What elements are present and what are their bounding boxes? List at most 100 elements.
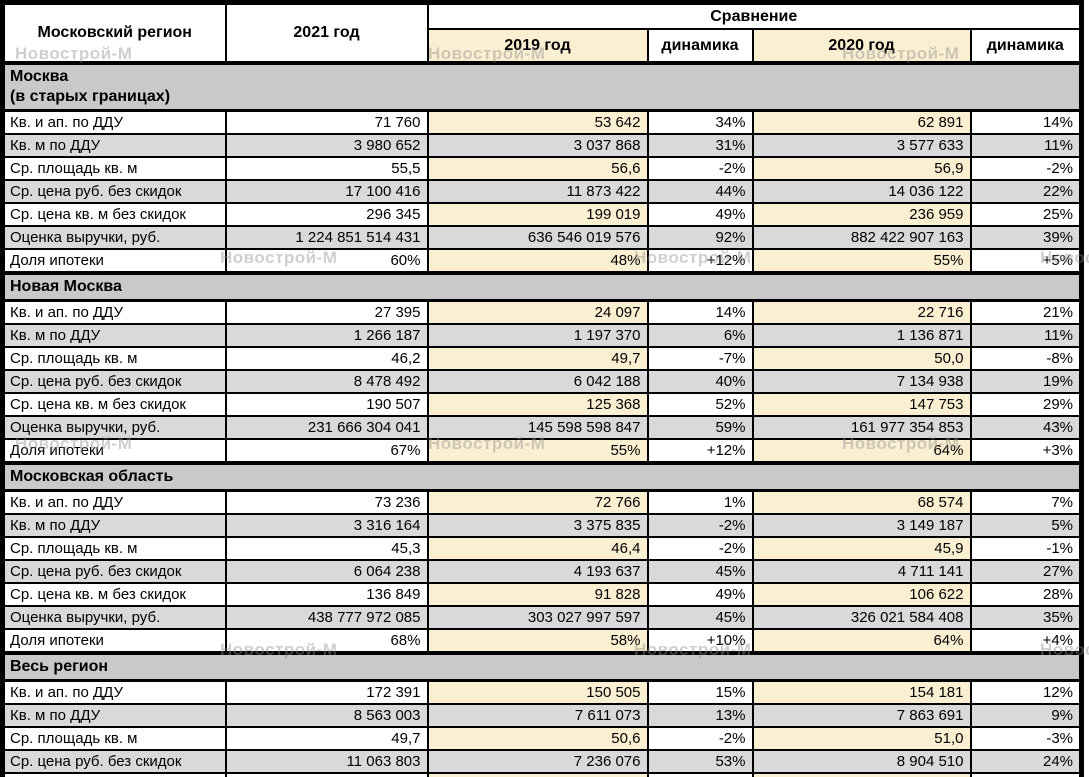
dynamics-2020: 43% <box>969 415 1083 440</box>
metric-label: Кв. и ап. по ДДУ <box>1 299 227 325</box>
dynamics-2019: -7% <box>646 346 754 371</box>
dynamics-2020: 28% <box>969 772 1083 777</box>
data-row: Кв. и ап. по ДДУ 73 236 72 766 1% 68 574 7% <box>1 489 1083 515</box>
metric-label: Доля ипотеки <box>1 438 227 464</box>
value-2019: 46,4 <box>426 536 649 561</box>
dynamics-2020: -3% <box>969 726 1083 751</box>
dynamics-2020: 29% <box>969 392 1083 417</box>
data-row: Кв. и ап. по ДДУ 71 760 53 642 34% 62 891 14% <box>1 109 1083 135</box>
dynamics-2019: 1% <box>646 489 754 515</box>
data-row: Ср. площадь кв. м 45,3 46,4 -2% 45,9 -1% <box>1 536 1083 561</box>
value-2020: 154 181 <box>751 679 972 705</box>
data-row: Доля ипотеки 68% 58% +10% 64% +4% <box>1 628 1083 654</box>
section-title: Новая Москва <box>1 271 1083 302</box>
value-2020: 8 904 510 <box>751 749 972 774</box>
value-2020: 326 021 584 408 <box>751 605 972 630</box>
value-2021: 6 064 238 <box>224 559 429 584</box>
dynamics-2020: -1% <box>969 536 1083 561</box>
value-2021: 172 391 <box>224 679 429 705</box>
dynamics-2019: 34% <box>646 109 754 135</box>
value-2019: 6 042 188 <box>426 369 649 394</box>
dynamics-2019: +10% <box>646 628 754 654</box>
value-2019: 7 611 073 <box>426 703 649 728</box>
value-2021: 296 345 <box>224 202 429 227</box>
header-2019: 2019 год <box>426 28 649 65</box>
metric-label: Кв. и ап. по ДДУ <box>1 679 227 705</box>
dynamics-2020: +4% <box>969 628 1083 654</box>
data-row: Оценка выручки, руб. 231 666 304 041 145 5… <box>1 415 1083 440</box>
value-2021: 438 777 972 085 <box>224 605 429 630</box>
data-row: Ср. цена кв. м без скидок 136 849 91 828 49… <box>1 582 1083 607</box>
dynamics-2019: 40% <box>646 369 754 394</box>
dynamics-2020: 11% <box>969 133 1083 158</box>
value-2019: 72 766 <box>426 489 649 515</box>
metric-label: Оценка выручки, руб. <box>1 415 227 440</box>
dynamics-2020: 19% <box>969 369 1083 394</box>
metric-label: Оценка выручки, руб. <box>1 605 227 630</box>
dynamics-2019: 15% <box>646 679 754 705</box>
value-2020: 882 422 907 163 <box>751 225 972 250</box>
dynamics-2019: 56% <box>646 772 754 777</box>
header-dynamics-2020: динамика <box>969 28 1083 65</box>
data-row: Кв. м по ДДУ 3 316 164 3 375 835 -2% 3 149 1… <box>1 513 1083 538</box>
value-2021: 67% <box>224 438 429 464</box>
value-2020: 64% <box>751 628 972 654</box>
dynamics-2020: 5% <box>969 513 1083 538</box>
value-2019: 55% <box>426 438 649 464</box>
value-2019: 199 019 <box>426 202 649 227</box>
value-2020: 62 891 <box>751 109 972 135</box>
metric-label: Кв. м по ДДУ <box>1 133 227 158</box>
dynamics-2020: -8% <box>969 346 1083 371</box>
value-2021: 3 316 164 <box>224 513 429 538</box>
value-2019: 24 097 <box>426 299 649 325</box>
value-2020: 165 847 <box>751 772 972 777</box>
value-2019: 3 375 835 <box>426 513 649 538</box>
data-row: Кв. м по ДДУ 1 266 187 1 197 370 6% 1 136 87… <box>1 323 1083 348</box>
metric-label: Кв. и ап. по ДДУ <box>1 109 227 135</box>
section-header-row: Весь регион <box>1 651 1083 682</box>
dynamics-2019: 49% <box>646 582 754 607</box>
header-dynamics-2019: динамика <box>646 28 754 65</box>
value-2019: 303 027 997 597 <box>426 605 649 630</box>
value-2020: 64% <box>751 438 972 464</box>
data-row: Ср. цена руб. без скидок 17 100 416 11 873… <box>1 179 1083 204</box>
value-2019: 48% <box>426 248 649 274</box>
value-2021: 1 266 187 <box>224 323 429 348</box>
data-row: Ср. цена кв. м без скидок211 768135 4025… <box>1 772 1083 777</box>
dynamics-2019: 52% <box>646 392 754 417</box>
metric-label: Ср. цена руб. без скидок <box>1 369 227 394</box>
value-2021: 190 507 <box>224 392 429 417</box>
dynamics-2020: 21% <box>969 299 1083 325</box>
value-2020: 236 959 <box>751 202 972 227</box>
metric-label: Кв. м по ДДУ <box>1 323 227 348</box>
value-2019: 145 598 598 847 <box>426 415 649 440</box>
dynamics-2019: -2% <box>646 536 754 561</box>
section-header-row: Москва (в старых границах) <box>1 61 1083 112</box>
value-2020: 1 136 871 <box>751 323 972 348</box>
value-2020: 4 711 141 <box>751 559 972 584</box>
value-2020: 68 574 <box>751 489 972 515</box>
data-row: Доля ипотеки 60% 48% +12% 55% +5% <box>1 248 1083 274</box>
section-title: Московская область <box>1 461 1083 492</box>
value-2019: 7 236 076 <box>426 749 649 774</box>
value-2019: 50,6 <box>426 726 649 751</box>
value-2020: 7 863 691 <box>751 703 972 728</box>
metric-label: Оценка выручки, руб. <box>1 225 227 250</box>
dynamics-2019: 44% <box>646 179 754 204</box>
dynamics-2019: -2% <box>646 513 754 538</box>
metric-label: Кв. м по ДДУ <box>1 703 227 728</box>
value-2020: 51,0 <box>751 726 972 751</box>
value-2020: 56,9 <box>751 156 972 181</box>
data-row: Ср. цена руб. без скидок 6 064 238 4 193 6… <box>1 559 1083 584</box>
dynamics-2020: 12% <box>969 679 1083 705</box>
dynamics-2020: -2% <box>969 156 1083 181</box>
value-2020: 161 977 354 853 <box>751 415 972 440</box>
dynamics-2019: -2% <box>646 156 754 181</box>
data-row: Ср. цена руб. без скидок 8 478 492 6 042 1… <box>1 369 1083 394</box>
value-2021: 55,5 <box>224 156 429 181</box>
value-2021: 71 760 <box>224 109 429 135</box>
metric-label: Кв. и ап. по ДДУ <box>1 489 227 515</box>
value-2021: 45,3 <box>224 536 429 561</box>
header-2021: 2021 год <box>224 1 429 64</box>
metric-label: Ср. площадь кв. м <box>1 156 227 181</box>
